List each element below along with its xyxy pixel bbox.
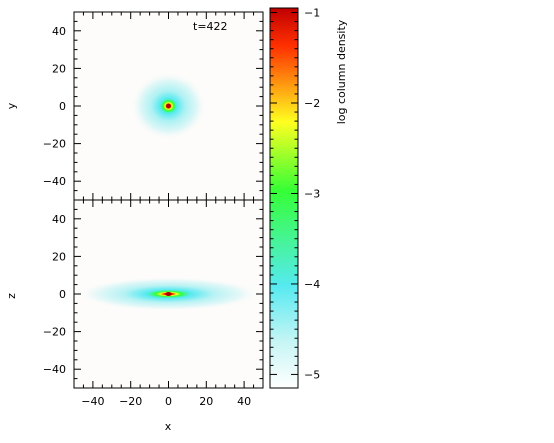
colorbar-frame bbox=[269, 7, 299, 389]
xy-ticks: −40 −20 0 20 40 bbox=[43, 11, 264, 201]
xz-xlabel: x bbox=[165, 420, 172, 433]
colorbar-tick-label: −1 bbox=[304, 7, 320, 20]
y-tick-label: 20 bbox=[52, 250, 66, 263]
xz-panel: −40 −20 0 20 40 −40 −20 0 20 40 z x bbox=[5, 199, 264, 433]
x-tick-label: −20 bbox=[119, 395, 142, 408]
time-annotation: t=422 bbox=[193, 20, 228, 33]
colorbar-ticks: −1 −2 −3 −4 −5 bbox=[270, 7, 320, 381]
colorbar-label: log column density bbox=[335, 19, 348, 124]
y-tick-label: −40 bbox=[43, 363, 66, 376]
y-tick-label: −40 bbox=[43, 175, 66, 188]
xz-panel-frame bbox=[73, 199, 264, 389]
x-tick-label: 40 bbox=[237, 395, 251, 408]
colorbar-gradient bbox=[270, 8, 298, 388]
x-tick-label: 20 bbox=[199, 395, 213, 408]
xz-density-core bbox=[165, 292, 172, 296]
colorbar-tick-label: −2 bbox=[304, 97, 320, 110]
xy-ylabel: y bbox=[5, 102, 18, 109]
y-tick-label: 40 bbox=[52, 25, 66, 38]
y-tick-label: 0 bbox=[59, 100, 66, 113]
xy-panel: −40 −20 0 20 40 t=422 y bbox=[5, 11, 264, 201]
x-tick-label: 0 bbox=[165, 395, 172, 408]
x-tick-label: −40 bbox=[81, 395, 104, 408]
colorbar-tick-label: −3 bbox=[304, 187, 320, 200]
xz-ticks: −40 −20 0 20 40 −40 −20 0 20 40 bbox=[43, 199, 264, 408]
xy-density-core bbox=[166, 103, 171, 109]
y-tick-label: 20 bbox=[52, 62, 66, 75]
colorbar-tick-label: −4 bbox=[304, 278, 320, 291]
y-tick-label: 40 bbox=[52, 213, 66, 226]
y-tick-label: 0 bbox=[59, 288, 66, 301]
xz-ylabel: z bbox=[5, 293, 18, 299]
y-tick-label: −20 bbox=[43, 326, 66, 339]
colorbar-tick-label: −5 bbox=[304, 368, 320, 381]
y-tick-label: −20 bbox=[43, 138, 66, 151]
colorbar: −1 −2 −3 −4 −5 log column density bbox=[269, 7, 348, 389]
